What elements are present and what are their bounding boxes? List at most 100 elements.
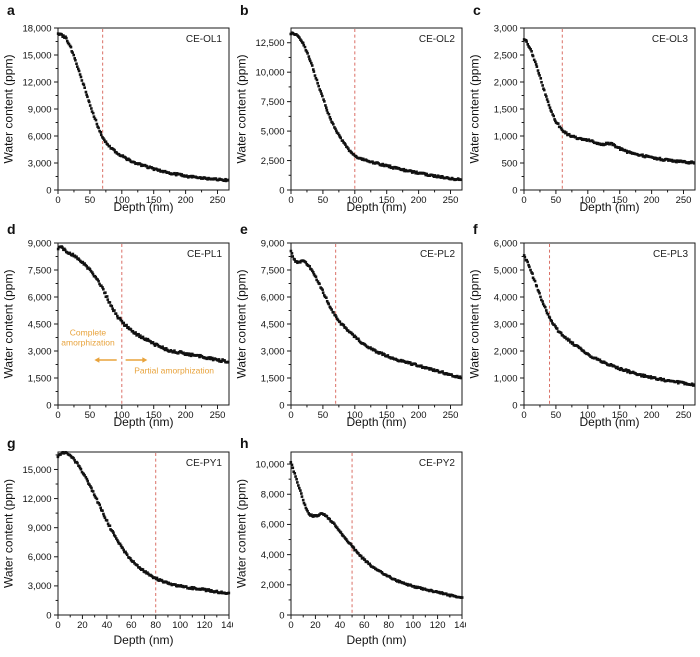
x-tick-label: 250 xyxy=(676,410,692,421)
x-tick-label: 120 xyxy=(430,620,446,631)
y-tick-label: 6,000 xyxy=(494,238,518,249)
y-axis-label: Water content (ppm) xyxy=(235,55,249,164)
y-tick-label: 0 xyxy=(279,400,284,411)
y-tick-label: 9,000 xyxy=(28,523,52,534)
x-tick-label: 0 xyxy=(288,410,293,421)
plot-frame xyxy=(290,242,463,406)
x-tick-label: 250 xyxy=(210,195,226,206)
x-tick-label: 80 xyxy=(150,620,161,631)
y-tick-label: 3,000 xyxy=(28,158,52,169)
y-tick-label: 10,000 xyxy=(255,67,284,78)
x-axis-label: Depth (nm) xyxy=(113,200,173,214)
panel-e-chart: e 0 50 100 150 200 250 0 1,500 3,000 4,500 6,000 7,… xyxy=(233,215,466,430)
x-tick-label: 100 xyxy=(172,620,188,631)
x-tick-label: 100 xyxy=(347,195,363,206)
x-tick-label: 50 xyxy=(85,410,96,421)
sample-label: CE-PY2 xyxy=(419,458,456,469)
chart-svg-d: 0 50 100 150 200 250 0 1,500 3,000 4,500 6,000 7,50… xyxy=(2,238,230,429)
x-axis-label: Depth (nm) xyxy=(346,633,406,647)
panel-h-chart: h 0 20 40 60 80 100 120 140 0 2,000 4,000 6,000 8,00… xyxy=(233,430,467,657)
y-tick-label: 12,000 xyxy=(22,77,51,88)
x-tick-label: 0 xyxy=(288,620,293,631)
x-tick-label: 20 xyxy=(77,620,88,631)
panel-g-chart: g 0 20 40 60 80 100 120 140 0 3,000 6,000 9,000 12,0… xyxy=(0,430,234,657)
y-tick-label: 3,000 xyxy=(28,581,52,592)
panel-b-chart: b 0 50 100 150 200 250 0 2,500 5,000 7,500 10,000 1… xyxy=(233,0,466,215)
x-tick-label: 250 xyxy=(210,410,226,421)
y-tick-label: 1,500 xyxy=(494,104,518,115)
y-tick-label: 2,500 xyxy=(494,50,518,61)
x-tick-label: 200 xyxy=(411,195,427,206)
x-tick-label: 100 xyxy=(580,195,596,206)
x-axis-label: Depth (nm) xyxy=(579,200,639,214)
x-tick-label: 200 xyxy=(644,195,660,206)
y-tick-label: 0 xyxy=(512,400,517,411)
x-tick-label: 0 xyxy=(55,410,60,421)
y-tick-label: 3,000 xyxy=(28,346,52,357)
x-tick-label: 250 xyxy=(443,195,459,206)
panel-letter-b: b xyxy=(240,2,249,18)
panel-c-chart: c 0 50 100 150 200 250 0 500 1,000 1,500 2,000 2,50… xyxy=(466,0,699,215)
x-tick-label: 40 xyxy=(102,620,113,631)
x-tick-label: 200 xyxy=(411,410,427,421)
y-tick-label: 2,500 xyxy=(261,156,285,167)
x-tick-label: 200 xyxy=(178,195,194,206)
chart-svg-c: 0 50 100 150 200 250 0 500 1,000 1,500 2,000 2,500 3… xyxy=(468,23,696,214)
scatter-series xyxy=(289,31,463,182)
y-tick-label: 10,000 xyxy=(255,459,284,470)
y-tick-label: 0 xyxy=(46,185,51,196)
panel-letter-h: h xyxy=(240,435,249,451)
panel-letter-e: e xyxy=(240,221,248,237)
y-tick-label: 0 xyxy=(512,185,517,196)
y-tick-label: 2,000 xyxy=(494,77,518,88)
chart-svg-e: 0 50 100 150 200 250 0 1,500 3,000 4,500 6,000 7,50… xyxy=(235,238,463,429)
y-tick-label: 6,000 xyxy=(28,131,52,142)
chart-svg-b: 0 50 100 150 200 250 0 2,500 5,000 7,500 10,000 12,… xyxy=(235,27,463,214)
y-tick-label: 7,500 xyxy=(28,265,52,276)
sample-label: CE-OL3 xyxy=(652,34,689,45)
y-axis-label: Water content (ppm) xyxy=(2,479,16,588)
y-tick-label: 18,000 xyxy=(22,23,51,34)
y-tick-label: 1,000 xyxy=(494,373,518,384)
scatter-series xyxy=(522,38,696,165)
y-axis-label: Water content (ppm) xyxy=(2,55,16,164)
x-tick-label: 0 xyxy=(288,195,293,206)
y-axis-label: Water content (ppm) xyxy=(2,270,16,379)
panel-letter-c: c xyxy=(473,2,481,18)
annotation-text: Complete xyxy=(70,328,107,338)
y-tick-label: 6,000 xyxy=(261,520,285,531)
x-tick-label: 50 xyxy=(85,195,96,206)
chart-svg-a: 0 50 100 150 200 250 0 3,000 6,000 9,000 12,000 15,… xyxy=(2,23,230,214)
sample-label: CE-PL2 xyxy=(420,249,455,260)
panel-letter-a: a xyxy=(7,2,15,18)
x-tick-label: 120 xyxy=(197,620,213,631)
x-axis-label: Depth (nm) xyxy=(346,200,406,214)
chart-svg-f: 0 50 100 150 200 250 0 1,000 2,000 3,000 4,000 5,00… xyxy=(468,238,696,429)
x-tick-label: 0 xyxy=(55,620,60,631)
y-tick-label: 2,000 xyxy=(261,580,285,591)
y-axis-label: Water content (ppm) xyxy=(235,479,249,588)
y-tick-label: 6,000 xyxy=(28,292,52,303)
chart-svg-h: 0 20 40 60 80 100 120 140 0 2,000 4,000 6,000 8,000 1… xyxy=(235,451,466,647)
x-tick-label: 100 xyxy=(114,195,130,206)
y-tick-label: 0 xyxy=(279,610,284,621)
x-tick-label: 100 xyxy=(580,410,596,421)
x-tick-label: 80 xyxy=(383,620,394,631)
y-tick-label: 1,500 xyxy=(28,373,52,384)
y-axis-label: Water content (ppm) xyxy=(468,55,482,164)
y-tick-label: 6,000 xyxy=(261,292,285,303)
y-axis-label: Water content (ppm) xyxy=(468,270,482,379)
panel-f-chart: f 0 50 100 150 200 250 0 1,000 2,000 3,000 4,000 5,… xyxy=(466,215,699,430)
x-tick-label: 250 xyxy=(676,195,692,206)
y-tick-label: 4,500 xyxy=(261,319,285,330)
y-tick-label: 1,500 xyxy=(261,373,285,384)
x-tick-label: 150 xyxy=(146,195,162,206)
x-tick-label: 100 xyxy=(405,620,421,631)
y-tick-label: 3,000 xyxy=(494,23,518,34)
y-tick-label: 0 xyxy=(46,610,51,621)
x-axis-label: Depth (nm) xyxy=(113,633,173,647)
x-tick-label: 200 xyxy=(644,410,660,421)
x-tick-label: 150 xyxy=(379,410,395,421)
x-tick-label: 50 xyxy=(318,410,329,421)
